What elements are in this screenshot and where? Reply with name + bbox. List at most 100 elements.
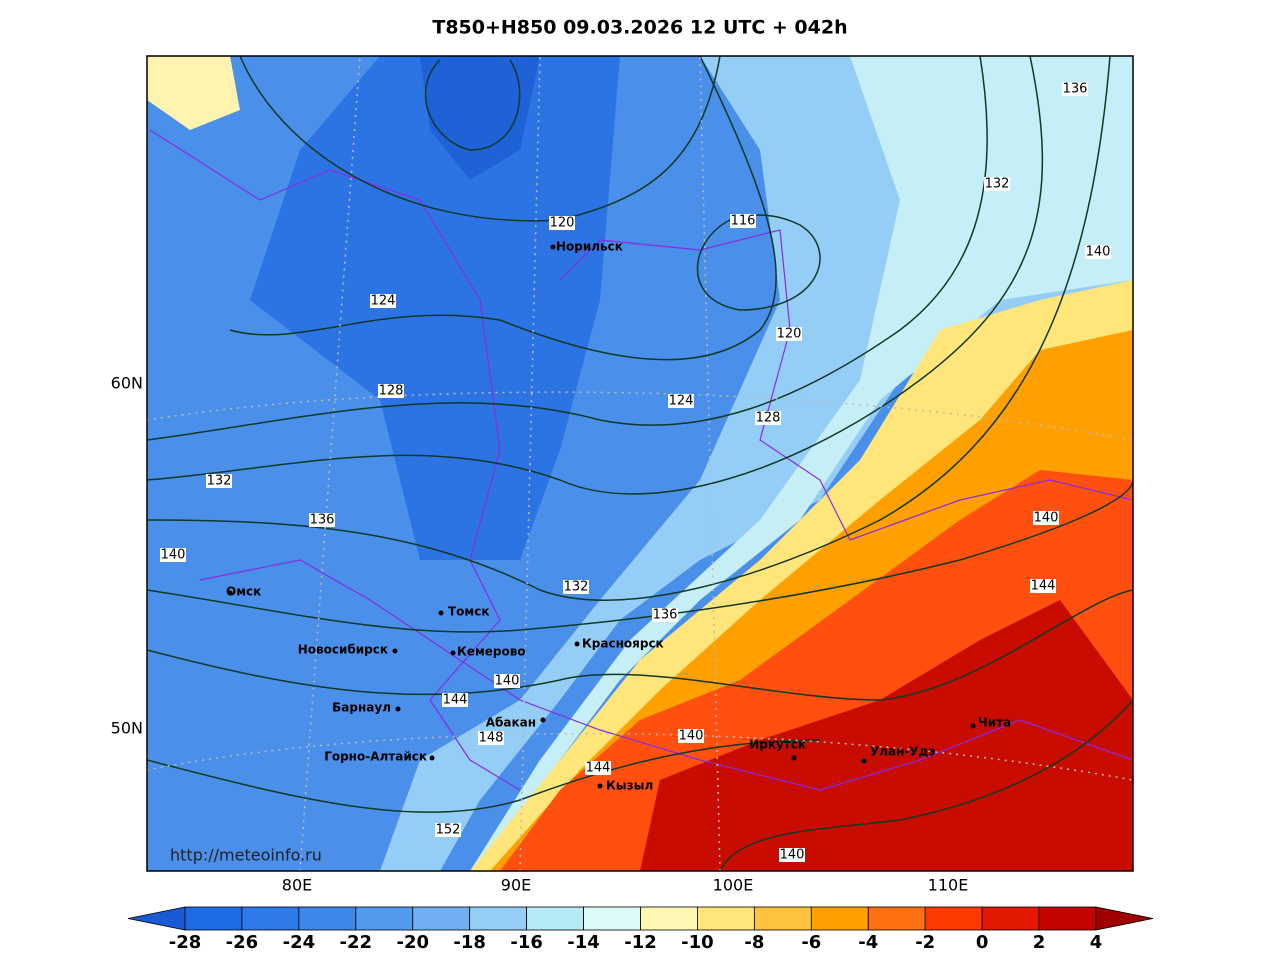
city-label: Кемерово	[457, 645, 526, 659]
lon-label: 80E	[282, 876, 312, 895]
contour-label: 148	[479, 731, 504, 746]
colorbar-box	[298, 906, 357, 931]
contour-label-bg	[755, 411, 781, 425]
city-label: Кызыл	[606, 779, 653, 793]
contour-label: 136	[310, 513, 335, 528]
contour-label: 144	[443, 693, 468, 708]
colorbar-tick-label: -22	[340, 932, 373, 953]
colorbar-box	[355, 906, 414, 931]
contour-label: 120	[550, 216, 575, 231]
contour-label-bg	[585, 761, 611, 775]
contour-label-bg	[549, 216, 575, 230]
colorbar-box	[241, 906, 300, 931]
contour-label-bg	[206, 474, 232, 488]
colorbar-tick-label: -20	[396, 932, 429, 953]
city-label: Томск	[448, 605, 490, 619]
colorbar-box	[924, 906, 983, 931]
city-label: Иркутск	[749, 738, 806, 752]
cold-region	[250, 56, 620, 560]
lon-label: 100E	[713, 876, 754, 895]
contour-label: 132	[985, 177, 1010, 192]
colorbar-box	[1038, 906, 1097, 931]
colorbar-box	[697, 906, 755, 931]
contour-label-bg	[378, 384, 404, 398]
city-dot	[450, 650, 456, 656]
city-dot	[597, 783, 603, 789]
source-url: http://meteoinfo.ru	[170, 846, 322, 865]
colorbar-tick-label: -16	[510, 932, 543, 953]
contour-label-bg	[1062, 82, 1088, 96]
colorbar-tick-label: -24	[283, 932, 316, 953]
contour-label-bg	[730, 214, 756, 228]
contour-label-bg	[494, 674, 520, 688]
colorbar-tick-label: -4	[858, 932, 878, 953]
colorbar-tick-label: -6	[801, 932, 821, 953]
contour-label-bg	[678, 729, 704, 743]
colorbar-box	[583, 906, 641, 931]
city-dot	[791, 755, 797, 761]
title: T850+H850 09.03.2026 12 UTC + 042h	[432, 17, 847, 39]
colorbar-tick-label: -18	[453, 932, 486, 953]
cold-core	[420, 56, 540, 180]
contour-label: 124	[669, 394, 694, 409]
contour-label: 132	[564, 580, 589, 595]
city-dot	[395, 706, 401, 712]
contour-label-bg	[478, 731, 504, 745]
lon-label: 90E	[501, 876, 531, 895]
contour-label: 140	[780, 848, 805, 863]
city-dot	[392, 648, 398, 654]
contour-label-bg	[984, 177, 1010, 191]
contour-label-bg	[435, 823, 461, 837]
city-dot	[550, 244, 556, 250]
colorbar-box	[981, 906, 1040, 931]
contour-label: 144	[586, 761, 611, 776]
colorbar-tick-label: 2	[1033, 932, 1046, 953]
contour-label-bg	[1030, 579, 1056, 593]
city-label: Чита	[978, 716, 1011, 730]
contour-label-bg	[652, 608, 678, 622]
mild-region	[470, 56, 1133, 871]
city-label: Улан-Удэ	[870, 745, 935, 759]
contour-label: 124	[371, 294, 396, 309]
colorbar-tick-label: -8	[744, 932, 764, 953]
borders	[149, 129, 1133, 791]
lat-label: 50N	[111, 719, 143, 738]
city-dot	[574, 641, 580, 647]
colorbar-tick-label: -14	[567, 932, 600, 953]
contour-label: 120	[777, 327, 802, 342]
contour-label: 152	[436, 823, 461, 838]
map-frame	[146, 55, 1134, 872]
city-dot	[540, 717, 546, 723]
contour-label-bg	[1033, 511, 1059, 525]
contour-label-bg	[668, 394, 694, 408]
contour-label-bg	[160, 548, 186, 562]
city-label: Красноярск	[582, 637, 664, 651]
map	[147, 56, 1133, 871]
colorbar-end	[127, 906, 186, 931]
colorbar-tick-label: -12	[624, 932, 657, 953]
city-dot	[970, 723, 976, 729]
colorbar-box	[753, 906, 812, 931]
contour-label: 140	[495, 674, 520, 689]
colorbar-box	[867, 906, 926, 931]
colorbar-end	[1095, 906, 1154, 931]
contour-label-bg	[776, 327, 802, 341]
city-dot	[429, 755, 435, 761]
city-label: Горно-Алтайск	[324, 750, 427, 764]
city-dot	[227, 590, 233, 596]
colorbar-box	[412, 906, 471, 931]
colorbar-tick-label: 4	[1090, 932, 1103, 953]
lon-label: 110E	[928, 876, 969, 895]
contour-label-bg	[442, 693, 468, 707]
contour-label-bg	[1085, 245, 1111, 259]
contour-label-bg	[563, 580, 589, 594]
contour-label: 128	[756, 411, 781, 426]
contour-label-bg	[309, 513, 335, 527]
colorbar-tick-label: -10	[681, 932, 714, 953]
city-label: Норильск	[556, 240, 623, 254]
contour-label: 116	[731, 214, 756, 229]
contour-label: 140	[161, 548, 186, 563]
contour-label: 136	[653, 608, 678, 623]
colorbar-box	[184, 906, 243, 931]
